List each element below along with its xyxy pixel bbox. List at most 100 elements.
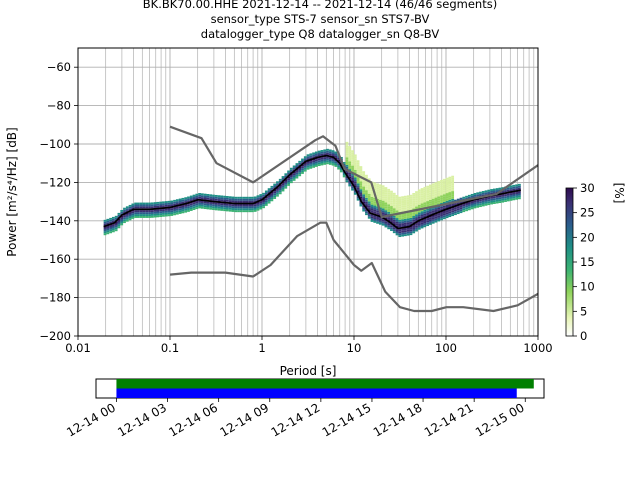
density-cell [175, 199, 179, 202]
density-cell [362, 196, 366, 199]
density-cell [437, 200, 441, 203]
density-cell [367, 214, 371, 217]
density-cell [353, 175, 357, 178]
density-cell [220, 208, 224, 211]
density-cell [381, 221, 385, 224]
density-cell [114, 221, 118, 224]
density-cell [395, 195, 399, 197]
density-cell [440, 197, 443, 200]
density-cell [387, 198, 391, 201]
density-cell [426, 199, 430, 202]
density-cell [328, 149, 332, 152]
density-cell [178, 208, 182, 211]
density-cell [490, 200, 493, 203]
density-cell [351, 188, 354, 191]
density-cell [206, 195, 210, 198]
density-cell [226, 209, 229, 212]
density-cell [175, 206, 179, 209]
density-cell [120, 221, 124, 224]
density-cell [437, 209, 441, 212]
density-cell [362, 182, 366, 185]
density-cell [420, 197, 424, 200]
density-cell [278, 178, 282, 181]
density-cell [348, 161, 352, 164]
density-cell [401, 213, 404, 216]
density-cell [326, 158, 329, 161]
density-cell [173, 203, 176, 206]
density-cell [426, 197, 430, 200]
density-cell [398, 219, 402, 222]
density-cell [423, 202, 427, 205]
density-cell [142, 214, 146, 216]
density-cell [420, 188, 424, 191]
density-cell [512, 184, 516, 187]
density-cell [359, 185, 363, 188]
density-cell [200, 206, 204, 209]
density-cell [429, 217, 432, 220]
density-cell [276, 190, 279, 193]
density-cell [487, 199, 491, 202]
density-cell [512, 188, 516, 191]
density-cell [117, 214, 121, 217]
density-cell [292, 175, 296, 177]
density-cell [440, 187, 443, 190]
density-cell [490, 196, 493, 199]
density-cell [312, 160, 315, 163]
density-cell [264, 200, 268, 203]
density-cell [220, 197, 224, 200]
density-cell [365, 193, 368, 196]
density-cell [487, 203, 491, 206]
density-cell [309, 166, 313, 169]
density-cell [465, 209, 468, 212]
density-cell [506, 197, 510, 200]
density-cell [217, 195, 221, 198]
density-cell [306, 163, 310, 166]
density-cell [387, 211, 391, 214]
density-cell [365, 209, 368, 212]
density-cell [303, 167, 307, 170]
density-cell [406, 227, 410, 230]
density-cell [356, 169, 360, 172]
timeline-tick-label: 12-14 03 [115, 400, 169, 439]
density-cell [181, 205, 185, 208]
density-cell [267, 201, 271, 204]
density-cell [301, 158, 304, 161]
density-cell [398, 206, 402, 209]
density-cell [392, 219, 396, 222]
density-cell [373, 215, 377, 218]
density-cell [423, 204, 427, 207]
density-cell [367, 189, 371, 192]
density-cell [198, 200, 201, 203]
density-cell [431, 194, 435, 197]
density-cell [162, 201, 165, 204]
density-cell [403, 213, 407, 215]
density-cell [417, 216, 421, 219]
density-cell [370, 210, 374, 213]
density-cell [353, 165, 357, 168]
density-cell [351, 163, 354, 166]
density-cell [431, 191, 435, 193]
density-cell [345, 178, 349, 181]
density-cell [278, 188, 282, 191]
density-cell [451, 210, 455, 213]
colorbar-tick-label: 15 [580, 255, 595, 269]
density-cell [278, 184, 282, 187]
density-cell [398, 225, 402, 228]
density-cell [373, 199, 377, 202]
density-cell [431, 183, 435, 186]
density-cell [417, 218, 421, 221]
density-cell [440, 206, 443, 209]
density-cell [214, 204, 218, 207]
density-cell [518, 193, 521, 196]
density-cell [270, 197, 274, 200]
density-cell [417, 210, 421, 213]
density-cell [248, 206, 252, 209]
density-cell [111, 218, 115, 221]
density-cell [448, 178, 452, 181]
density-cell [442, 211, 446, 214]
density-cell [381, 187, 385, 190]
density-cell [362, 192, 366, 195]
density-cell [378, 217, 382, 219]
density-cell [390, 196, 393, 199]
density-cell [170, 210, 174, 213]
